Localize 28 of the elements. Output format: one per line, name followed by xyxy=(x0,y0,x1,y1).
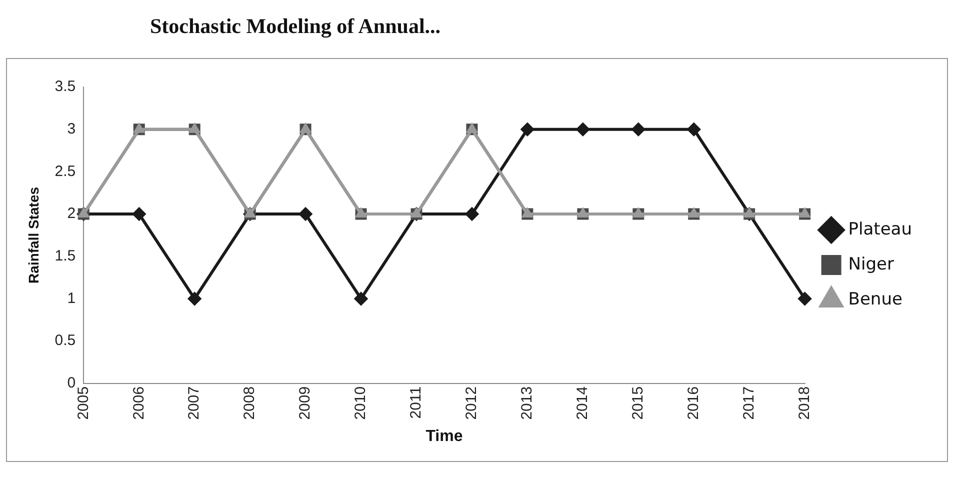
legend-label: Niger xyxy=(848,254,894,274)
y-tick-label: 3 xyxy=(67,120,76,138)
chart-title: Stochastic Modeling of Annual... xyxy=(150,14,441,39)
legend-label: Plateau xyxy=(848,219,912,240)
y-tick-label: 3.5 xyxy=(54,78,76,96)
x-tick-label: 2018 xyxy=(796,386,813,420)
legend-label: Benue xyxy=(848,289,902,310)
x-tick-label: 2011 xyxy=(408,386,425,419)
y-axis-title: Rainfall States xyxy=(25,186,42,284)
x-tick-label: 2014 xyxy=(574,386,592,420)
x-axis-title: Time xyxy=(426,428,463,445)
x-tick-label: 2005 xyxy=(74,386,92,420)
x-tick-label: 2017 xyxy=(740,386,758,420)
x-tick-label: 2012 xyxy=(463,386,480,420)
y-tick-label: 1.5 xyxy=(54,248,76,265)
y-tick-label: 2.5 xyxy=(54,162,76,180)
y-tick-label: 1 xyxy=(67,290,76,307)
x-tick-label: 2010 xyxy=(352,386,370,420)
x-tick-label: 2007 xyxy=(186,386,203,420)
x-tick-label: 2006 xyxy=(130,386,148,420)
x-tick-label: 2013 xyxy=(518,386,536,420)
x-tick-label: 2015 xyxy=(630,386,647,420)
x-tick-label: 2008 xyxy=(241,386,258,420)
x-tick-label: 2009 xyxy=(296,386,314,420)
y-tick-label: 2 xyxy=(67,205,76,222)
y-tick-label: 0 xyxy=(67,374,76,392)
y-tick-label: 0.5 xyxy=(54,332,76,350)
x-tick-label: 2016 xyxy=(684,386,702,420)
